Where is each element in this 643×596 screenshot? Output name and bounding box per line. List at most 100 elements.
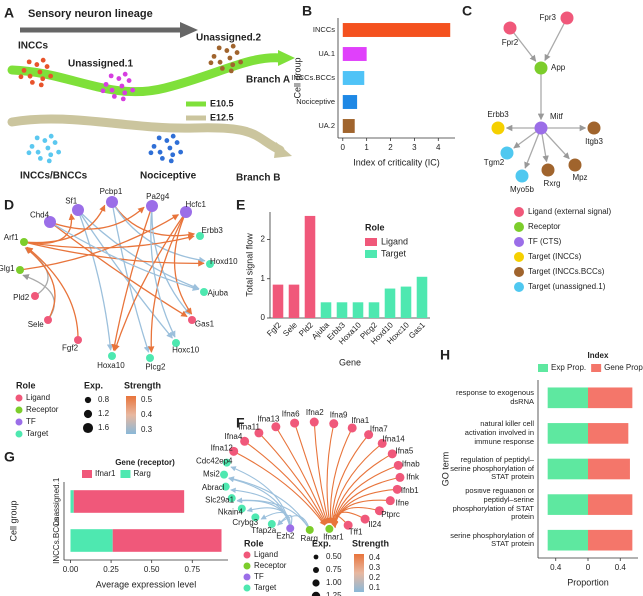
node-label: Ifna14 bbox=[382, 435, 405, 444]
x-tick-label: 0.50 bbox=[144, 565, 160, 574]
x-tick-label: 1 bbox=[364, 143, 369, 152]
node-label: Ifna6 bbox=[282, 410, 300, 419]
edge bbox=[331, 453, 393, 525]
node-label: Hcfc1 bbox=[186, 200, 207, 209]
node bbox=[31, 292, 39, 300]
x-tick-label: 0 bbox=[341, 143, 346, 152]
legend-swatch bbox=[120, 470, 131, 478]
node bbox=[587, 121, 601, 135]
size-key bbox=[83, 409, 93, 419]
bar-segment bbox=[588, 529, 633, 551]
bar bbox=[342, 23, 451, 37]
cell-dot bbox=[18, 74, 24, 80]
node-label: Plcg2 bbox=[145, 362, 166, 371]
node-label: Ifna1 bbox=[351, 416, 369, 425]
edge bbox=[151, 205, 191, 315]
legend-dot bbox=[514, 207, 524, 217]
node-label: Ifnb1 bbox=[401, 486, 419, 495]
legend-label: 0.4 bbox=[369, 553, 381, 562]
panel-label: B bbox=[302, 3, 312, 19]
cell-dot bbox=[44, 64, 50, 69]
node-label: Fpr3 bbox=[540, 13, 557, 22]
legend-label: Target bbox=[254, 583, 277, 592]
x-tick-label: Fgf2 bbox=[265, 320, 283, 338]
edge bbox=[258, 432, 327, 525]
legend-label: 1.6 bbox=[98, 423, 110, 432]
cell-dot bbox=[211, 53, 217, 59]
node bbox=[364, 430, 374, 440]
spacer bbox=[605, 0, 606, 1]
cell-dot bbox=[48, 152, 54, 158]
cell-dot bbox=[37, 69, 43, 75]
edge bbox=[23, 204, 106, 244]
x-tick-label: 0.4 bbox=[550, 563, 562, 572]
edge bbox=[25, 247, 56, 321]
bar-segment bbox=[588, 458, 630, 480]
legend-label: Ligand bbox=[26, 393, 50, 402]
legend-label: TF bbox=[26, 417, 36, 426]
legend-label: 0.2 bbox=[369, 573, 381, 582]
node bbox=[360, 514, 370, 524]
legend-dot bbox=[514, 282, 524, 292]
node-label: Mpz bbox=[572, 173, 587, 182]
cell-dot bbox=[35, 149, 41, 155]
bar-segment bbox=[547, 387, 588, 409]
y-axis-label: Cell group bbox=[292, 57, 302, 98]
node-label: Tfap2a bbox=[251, 526, 276, 535]
y-tick-label-box: positive regulation of peptidyl–serine p… bbox=[453, 489, 534, 521]
node-label: Erbb3 bbox=[202, 226, 224, 235]
legend-label: 1.2 bbox=[98, 409, 110, 418]
node-label: Ezh2 bbox=[276, 532, 295, 541]
node-label: Ifne bbox=[396, 498, 410, 507]
node bbox=[200, 288, 208, 296]
node bbox=[72, 204, 84, 216]
node bbox=[541, 163, 555, 177]
legend-dot bbox=[243, 562, 251, 570]
node-label: Chd4 bbox=[30, 210, 50, 219]
cell-dot bbox=[122, 71, 128, 77]
edge bbox=[228, 476, 291, 529]
size-key bbox=[311, 591, 321, 596]
y-tick-label: Nociceptive bbox=[296, 97, 335, 106]
edge bbox=[19, 214, 180, 271]
cell-dot bbox=[48, 73, 54, 79]
bar bbox=[342, 95, 358, 109]
node bbox=[196, 232, 204, 240]
legend-dot bbox=[243, 584, 251, 592]
x-tick-label: 0.4 bbox=[615, 563, 627, 572]
legend-label: Rarg bbox=[133, 469, 150, 478]
branch-b-head bbox=[274, 142, 292, 158]
strength-colorbar bbox=[354, 554, 364, 592]
edge bbox=[23, 241, 205, 267]
node bbox=[503, 21, 517, 35]
edge bbox=[330, 442, 383, 525]
legend-title: Strength bbox=[352, 538, 389, 548]
y-tick-label: serine phosphorylation of STAT protein bbox=[450, 530, 534, 549]
node bbox=[305, 525, 314, 534]
bar bbox=[416, 276, 428, 318]
y-axis-label: GO term bbox=[440, 452, 450, 487]
cell-dot bbox=[26, 59, 32, 65]
legend-dot bbox=[15, 394, 23, 402]
y-tick-label: natural killer cell activation involved … bbox=[464, 419, 534, 446]
node bbox=[20, 238, 28, 246]
cell-dot bbox=[170, 152, 176, 158]
node-label: Sele bbox=[28, 320, 45, 329]
branch-b-band bbox=[7, 114, 285, 155]
node bbox=[229, 446, 239, 456]
node-label: Ifna5 bbox=[395, 447, 413, 456]
legend-label: 1.00 bbox=[326, 578, 342, 587]
cell-dot bbox=[208, 60, 214, 66]
node-label: Abracl bbox=[202, 483, 225, 492]
node-label: Fgf2 bbox=[62, 343, 79, 352]
edge bbox=[326, 423, 335, 524]
legend-dot bbox=[514, 222, 524, 232]
cell-dot bbox=[111, 94, 117, 99]
node bbox=[387, 449, 397, 459]
node bbox=[108, 352, 116, 360]
legend-title: Role bbox=[244, 538, 264, 548]
node bbox=[222, 458, 231, 467]
cell-dot bbox=[116, 76, 122, 81]
node bbox=[385, 496, 395, 506]
node-label: Tff1 bbox=[349, 528, 363, 537]
